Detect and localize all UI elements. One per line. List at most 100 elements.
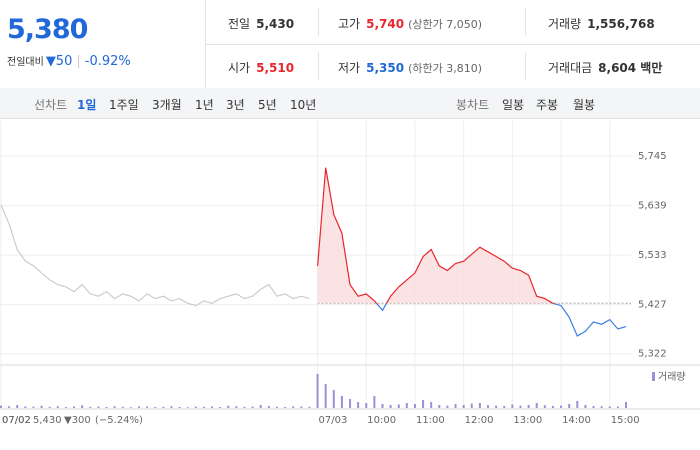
y-tick-label: 5,639 (638, 201, 667, 212)
tab[interactable]: 5년 (258, 98, 277, 112)
x-tick-label: 07/02 (2, 415, 31, 426)
x-tick-label: 14:00 (562, 415, 591, 426)
volume-bar (146, 406, 149, 408)
volume-bar (235, 406, 238, 408)
tab-group-label: 봉차트 (456, 98, 490, 112)
tab[interactable]: 1년 (195, 98, 214, 112)
summary-value: 1,556,768 (587, 17, 655, 31)
volume-bar (511, 404, 514, 408)
x-tick-label: 10:00 (367, 415, 396, 426)
summary-value: 5,740 (366, 17, 405, 31)
footer: 07/02 (2, 415, 31, 426)
volume-bar (81, 405, 84, 408)
tab[interactable]: 1일 (77, 98, 97, 112)
volume-bar (8, 406, 11, 408)
volume-bar (97, 406, 100, 408)
volume-bar (24, 406, 27, 408)
summary-value: 5,350 (366, 61, 405, 75)
volume-bar (397, 404, 400, 408)
volume-bar (462, 405, 465, 408)
summary-item: 고가 5,740 (상한가 7,050) (338, 15, 482, 32)
y-tick-label: 5,745 (638, 151, 667, 162)
tab[interactable]: 3개월 (152, 98, 182, 112)
volume-bar (373, 396, 376, 408)
volume-bar (332, 390, 335, 408)
volume-bar (365, 403, 368, 408)
volume-bar (243, 406, 246, 408)
summary-label: 거래량 (548, 17, 582, 31)
summary-item: 거래대금 8,604 백만 (548, 59, 662, 76)
tab[interactable]: 월봉 (573, 98, 596, 112)
volume-bar (251, 406, 254, 408)
divider (318, 8, 319, 36)
y-tick-label: 5,533 (638, 250, 667, 261)
x-tick-label: 13:00 (513, 415, 542, 426)
volume-bar (211, 406, 214, 408)
tab-group-label: 선차트 (34, 98, 68, 112)
tab[interactable]: 3년 (226, 98, 245, 112)
volume-bar (560, 405, 563, 408)
volume-bar (308, 406, 311, 408)
volume-bar (170, 406, 173, 408)
volume-bar (405, 403, 408, 408)
volume-bar (519, 405, 522, 408)
volume-bar (16, 405, 19, 408)
volume-bar (600, 406, 603, 408)
volume-bar (154, 407, 157, 408)
volume-bar (487, 405, 490, 408)
tab[interactable]: 일봉 (502, 98, 525, 112)
volume-bar (349, 399, 352, 408)
volume-bar (470, 403, 473, 408)
volume-bar (202, 406, 205, 408)
volume-bar (616, 406, 619, 408)
summary-item: 거래량 1,556,768 (548, 15, 655, 32)
footer-value: ▼300 (64, 415, 91, 426)
tab[interactable]: 1주일 (109, 98, 139, 112)
tab[interactable]: 주봉 (536, 98, 559, 112)
volume-bar (584, 405, 587, 408)
change-label: 전일대비 (7, 57, 44, 68)
summary-item: 저가 5,350 (하한가 3,810) (338, 59, 482, 76)
tab-bar: 선차트 봉차트 1일 1주일 3개월 1년 3년 5년 10년 일봉 주봉 월봉 (0, 88, 700, 119)
volume-bar (227, 405, 230, 408)
summary-label: 시가 (228, 61, 251, 75)
legend-label: 거래량 (658, 371, 686, 383)
footer-value: (−5.24%) (95, 415, 143, 426)
price-line (317, 167, 627, 337)
separator: | (76, 54, 81, 69)
volume-bar (495, 405, 498, 408)
summary-label: 저가 (338, 61, 361, 75)
volume-bar (527, 405, 530, 408)
volume-bar (535, 403, 538, 408)
x-tick-label: 07/03 (319, 415, 348, 426)
volume-bar (292, 406, 295, 408)
volume-bar (89, 406, 92, 408)
change: ▼50 (45, 54, 73, 69)
summary-label: 고가 (338, 17, 361, 31)
volume-bar (413, 404, 416, 408)
price: 5,380 (7, 14, 88, 45)
volume-bar (381, 404, 384, 408)
volume-bar (32, 406, 35, 408)
price-line (0, 204, 310, 307)
volume-bar (543, 405, 546, 408)
volume-bar (178, 407, 181, 408)
volume-bar (219, 407, 222, 408)
x-tick-label: 15:00 (611, 415, 640, 426)
volume-bar (105, 407, 108, 408)
summary-item: 전일 5,430 (228, 15, 294, 32)
volume-bar (389, 405, 392, 408)
summary-value: 8,604 백만 (598, 61, 663, 75)
volume-bar (430, 402, 433, 408)
volume-bar (446, 405, 449, 408)
volume-bar (0, 405, 2, 408)
volume-bar (48, 406, 51, 408)
volume-bar (625, 402, 627, 408)
change-rate: -0.92% (84, 54, 131, 69)
legend-swatch (652, 372, 655, 381)
tab[interactable]: 10년 (290, 98, 317, 112)
summary-label: 전일 (228, 17, 251, 31)
volume-bar (438, 405, 441, 408)
volume-bar (608, 406, 611, 408)
footer-value: 5,430 (33, 415, 62, 426)
